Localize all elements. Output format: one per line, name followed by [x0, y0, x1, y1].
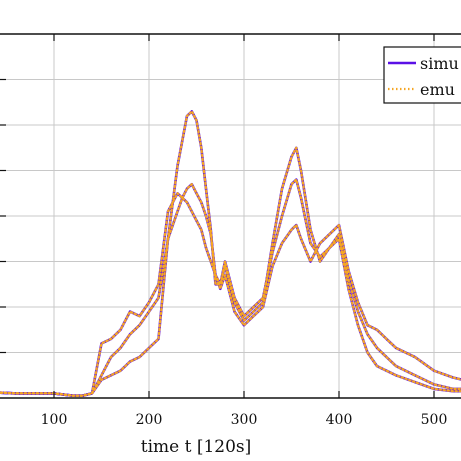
series-lines [0, 110, 461, 397]
emu-curve-3 [0, 192, 461, 397]
axes [0, 33, 461, 399]
legend-label-simu: simu [420, 54, 459, 73]
grid [0, 34, 461, 398]
x-axis-label: time t [120s] [141, 437, 252, 457]
x-tick-label-100: 100 [41, 412, 68, 428]
simu-curve-1 [0, 110, 461, 397]
x-tick-labels: 100 200 300 400 500 [41, 412, 448, 428]
emu-curve-1 [0, 110, 461, 397]
legend: simu emu [383, 46, 461, 104]
x-tick-label-200: 200 [136, 412, 163, 428]
x-tick-label-500: 500 [421, 412, 448, 428]
x-tick-label-300: 300 [231, 412, 258, 428]
legend-label-emu: emu [420, 80, 455, 99]
x-tick-label-400: 400 [326, 412, 353, 428]
legend-box [383, 46, 461, 104]
